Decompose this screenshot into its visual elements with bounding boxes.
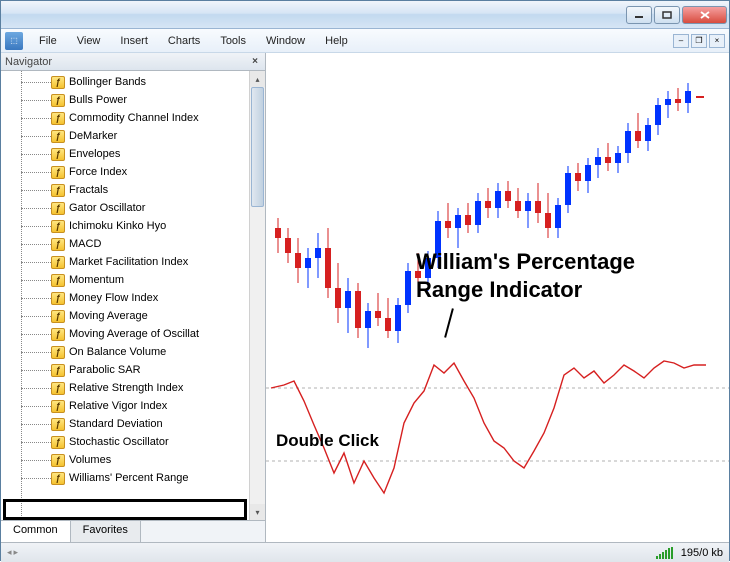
function-icon: [51, 220, 65, 233]
function-icon: [51, 292, 65, 305]
navigator-panel: Navigator × Bollinger Bands Bulls Power Co…: [1, 53, 266, 542]
function-icon: [51, 166, 65, 179]
overlay-title: William's Percentage Range Indicator: [416, 248, 635, 303]
mdi-close-button[interactable]: ×: [709, 34, 725, 48]
menu-charts[interactable]: Charts: [158, 32, 210, 50]
scroll-down-button[interactable]: ▾: [250, 504, 265, 520]
function-icon: [51, 346, 65, 359]
navigator-close-button[interactable]: ×: [249, 56, 261, 67]
indicator-label: Market Facilitation Index: [69, 256, 188, 268]
menu-help[interactable]: Help: [315, 32, 358, 50]
window-maximize-button[interactable]: [654, 6, 680, 24]
window-close-button[interactable]: [682, 6, 727, 24]
menu-view[interactable]: View: [67, 32, 111, 50]
function-icon: [51, 76, 65, 89]
indicator-label: Commodity Channel Index: [69, 112, 199, 124]
titlebar: [1, 1, 729, 29]
function-icon: [51, 436, 65, 449]
mdi-restore-button[interactable]: ❐: [691, 34, 707, 48]
indicator-label: Volumes: [69, 454, 111, 466]
indicator-label: Money Flow Index: [69, 292, 158, 304]
indicator-label: Relative Vigor Index: [69, 400, 167, 412]
status-nav-arrows[interactable]: ◂▸: [7, 547, 18, 558]
function-icon: [51, 364, 65, 377]
indicator-label: Force Index: [69, 166, 127, 178]
function-icon: [51, 400, 65, 413]
menubar: ⬚ FileViewInsertChartsToolsWindowHelp – …: [1, 29, 729, 53]
function-icon: [51, 202, 65, 215]
overlay-double-click: Double Click: [276, 431, 379, 451]
function-icon: [51, 274, 65, 287]
connection-status: 195/0 kb: [681, 547, 723, 559]
indicator-label: Envelopes: [69, 148, 120, 160]
indicator-label: Moving Average of Oscillat: [69, 328, 199, 340]
window-minimize-button[interactable]: [626, 6, 652, 24]
indicator-label: Bulls Power: [69, 94, 127, 106]
overlay-title-line2: Range Indicator: [416, 277, 582, 302]
indicator-label: Stochastic Oscillator: [69, 436, 169, 448]
navigator-tabs: CommonFavorites: [1, 520, 265, 542]
indicator-label: Ichimoku Kinko Hyo: [69, 220, 166, 232]
indicator-label: Gator Oscillator: [69, 202, 145, 214]
mdi-minimize-button[interactable]: –: [673, 34, 689, 48]
overlay-title-line1: William's Percentage: [416, 249, 635, 274]
function-icon: [51, 148, 65, 161]
indicator-label: DeMarker: [69, 130, 117, 142]
app-window: ⬚ FileViewInsertChartsToolsWindowHelp – …: [0, 0, 730, 561]
highlight-annotation: [3, 499, 247, 520]
app-icon: ⬚: [5, 32, 23, 50]
menu-window[interactable]: Window: [256, 32, 315, 50]
menu-file[interactable]: File: [29, 32, 67, 50]
scroll-thumb[interactable]: [251, 87, 264, 207]
navigator-header: Navigator ×: [1, 53, 265, 71]
function-icon: [51, 130, 65, 143]
function-icon: [51, 94, 65, 107]
indicator-label: Momentum: [69, 274, 124, 286]
indicator-label: Standard Deviation: [69, 418, 163, 430]
indicator-label: On Balance Volume: [69, 346, 166, 358]
tab-common[interactable]: Common: [1, 521, 71, 542]
function-icon: [51, 256, 65, 269]
connection-bars-icon: [656, 547, 673, 559]
tab-favorites[interactable]: Favorites: [71, 521, 141, 542]
function-icon: [51, 418, 65, 431]
indicator-label: Bollinger Bands: [69, 76, 146, 88]
function-icon: [51, 310, 65, 323]
function-icon: [51, 328, 65, 341]
function-icon: [51, 472, 65, 485]
indicator-label: Williams' Percent Range: [69, 472, 188, 484]
menu-insert[interactable]: Insert: [110, 32, 158, 50]
indicator-label: MACD: [69, 238, 101, 250]
navigator-scrollbar[interactable]: ▴ ▾: [249, 71, 265, 520]
chart-area[interactable]: William's Percentage Range Indicator Dou…: [266, 53, 729, 542]
function-icon: [51, 112, 65, 125]
function-icon: [51, 382, 65, 395]
indicator-label: Relative Strength Index: [69, 382, 183, 394]
navigator-title: Navigator: [5, 56, 52, 68]
navigator-list: Bollinger Bands Bulls Power Commodity Chan…: [1, 71, 265, 520]
function-icon: [51, 454, 65, 467]
indicator-label: Moving Average: [69, 310, 148, 322]
menu-tools[interactable]: Tools: [210, 32, 256, 50]
function-icon: [51, 184, 65, 197]
statusbar: ◂▸ 195/0 kb: [1, 542, 729, 562]
function-icon: [51, 238, 65, 251]
indicator-label: Fractals: [69, 184, 108, 196]
scroll-up-button[interactable]: ▴: [250, 71, 265, 87]
indicator-label: Parabolic SAR: [69, 364, 141, 376]
